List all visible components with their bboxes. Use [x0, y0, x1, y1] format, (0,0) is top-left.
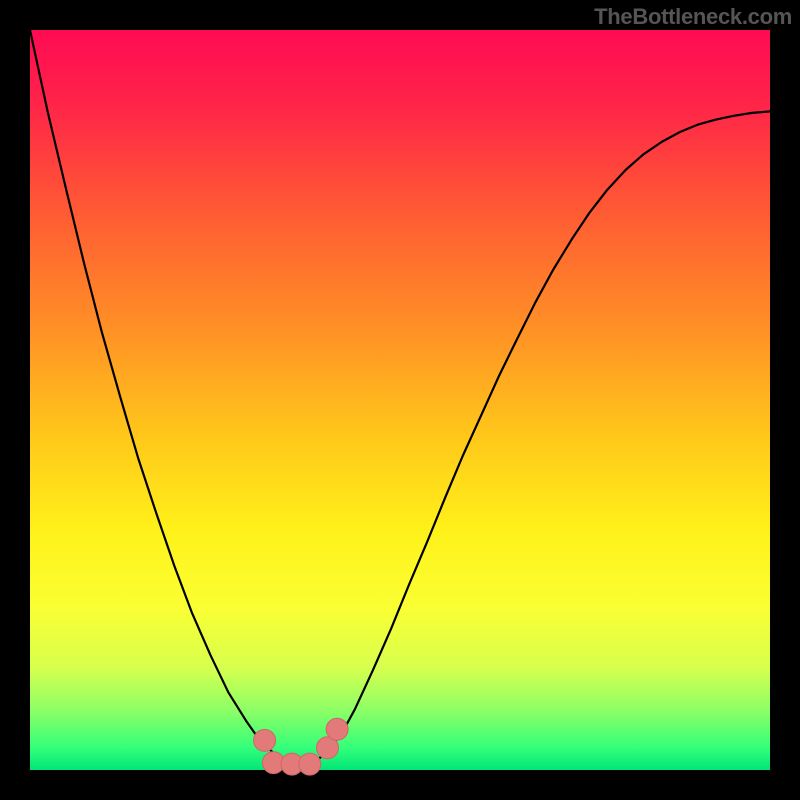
curve-marker: [326, 718, 348, 740]
bottleneck-chart: [0, 0, 800, 800]
curve-marker: [254, 729, 276, 751]
watermark-text: TheBottleneck.com: [594, 4, 792, 30]
plot-area: [30, 30, 770, 770]
curve-marker: [299, 753, 321, 775]
